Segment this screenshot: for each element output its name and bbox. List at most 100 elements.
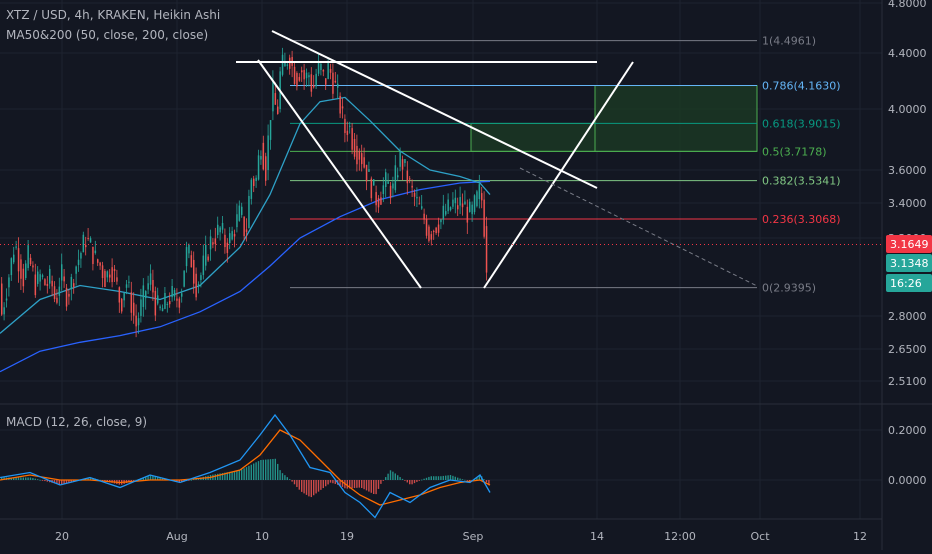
candle-body — [363, 157, 365, 168]
candle-body — [327, 63, 329, 79]
candle-body — [248, 195, 250, 228]
candle-body — [188, 244, 190, 254]
candle-body — [125, 284, 128, 288]
ma-legend[interactable]: MA50&200 (50, close, 200, close) — [6, 28, 208, 42]
candle-body — [351, 128, 353, 150]
candle-body — [135, 315, 137, 327]
macd-histogram-bar — [274, 458, 276, 480]
candle-body — [161, 308, 164, 312]
macd-histogram-bar — [262, 459, 264, 480]
macd-histogram-bar — [133, 480, 135, 481]
macd-histogram-bar — [418, 480, 420, 481]
macd-histogram-bar — [147, 475, 149, 480]
price-tick-label: 4.0000 — [888, 103, 927, 116]
price-badge-label: 3.1649 — [890, 238, 929, 251]
candle-body — [140, 299, 142, 316]
candle-body — [423, 213, 425, 220]
macd-histogram-bar — [339, 480, 341, 486]
macd-histogram-bar — [334, 480, 336, 485]
candle-body — [267, 135, 269, 170]
candle-body — [51, 280, 53, 287]
macd-histogram-bar — [392, 471, 394, 480]
macd-histogram-bar — [89, 477, 92, 480]
macd-histogram-bar — [341, 480, 344, 487]
candle-body — [185, 247, 188, 267]
candle-body — [325, 78, 327, 85]
macd-histogram-bar — [265, 459, 267, 480]
price-tick-label: 4.4000 — [888, 47, 927, 60]
moving-averages — [0, 96, 491, 373]
candle-body — [452, 199, 454, 207]
macd-histogram-bar — [413, 480, 416, 484]
price-badge — [886, 274, 932, 292]
macd-histogram-bar — [44, 480, 46, 482]
time-tick-label: 20 — [55, 530, 69, 543]
candle-body — [397, 175, 399, 178]
macd-histogram-bar — [437, 476, 440, 480]
macd-histogram-bar — [17, 477, 20, 480]
candle-body — [349, 125, 351, 127]
candle-body — [337, 83, 339, 88]
candle-body — [224, 234, 226, 248]
macd-histogram-bar — [411, 480, 413, 485]
candle-body — [171, 286, 173, 298]
macd-histogram-bar — [1, 477, 3, 480]
macd-histogram-bar — [380, 480, 382, 484]
macd-histogram-bar — [317, 480, 320, 492]
macd-pane — [0, 413, 491, 519]
macd-histogram-bar — [176, 480, 178, 482]
candle-body — [61, 264, 63, 281]
time-tick-label: 14 — [590, 530, 604, 543]
candle-body — [365, 164, 368, 182]
macd-histogram-bar — [104, 480, 106, 482]
candle-body — [166, 303, 169, 305]
macd-histogram-bar — [483, 479, 485, 481]
macd-histogram-bar — [15, 477, 17, 480]
macd-histogram-bar — [325, 480, 327, 487]
candle-body — [137, 318, 140, 326]
macd-histogram-bar — [440, 476, 442, 480]
candle-body — [34, 274, 37, 296]
candle-body — [286, 64, 289, 66]
candle-body — [317, 62, 320, 74]
candle-body — [142, 285, 145, 307]
macd-histogram-bar — [277, 463, 279, 480]
fib-level-label: 0(2.9395) — [762, 282, 816, 295]
macd-histogram-bar — [46, 480, 48, 482]
macd-histogram-bar — [322, 480, 324, 489]
candle-body — [99, 262, 101, 266]
macd-histogram-bar — [190, 479, 192, 481]
candle-body — [430, 234, 433, 240]
candle-body — [277, 106, 279, 114]
candle-body — [209, 236, 212, 250]
macd-histogram-bar — [226, 472, 228, 480]
candle-body — [257, 155, 260, 180]
candle-body — [394, 165, 397, 191]
macd-histogram-bar — [260, 459, 262, 480]
candle-body — [104, 270, 106, 288]
macd-histogram-bar — [409, 480, 411, 485]
fib-level-label: 0.236(3.3068) — [762, 213, 841, 226]
macd-histogram-bar — [488, 480, 490, 486]
candle-body — [37, 271, 39, 284]
macd-histogram-bar — [243, 468, 245, 480]
candle-body — [92, 246, 94, 265]
candle-body — [169, 301, 171, 305]
candle-body — [262, 142, 265, 170]
candle-body — [471, 204, 473, 215]
candle-body — [411, 185, 413, 188]
symbol-title[interactable]: XTZ / USD, 4h, KRAKEN, Heikin Ashi — [6, 8, 220, 22]
candle-body — [281, 54, 284, 75]
macd-histogram-bar — [394, 473, 396, 480]
macd-line — [0, 413, 491, 519]
candle-body — [447, 199, 449, 212]
macd-legend[interactable]: MACD (12, 26, close, 9) — [6, 415, 147, 429]
macd-histogram-bar — [267, 459, 269, 480]
macd-histogram-bar — [289, 479, 291, 480]
macd-histogram-bar — [236, 470, 238, 480]
candle-body — [334, 80, 337, 83]
macd-histogram-bar — [32, 478, 34, 480]
macd-histogram-bar — [449, 475, 452, 480]
candle-body — [89, 238, 92, 243]
candle-body — [272, 80, 274, 112]
